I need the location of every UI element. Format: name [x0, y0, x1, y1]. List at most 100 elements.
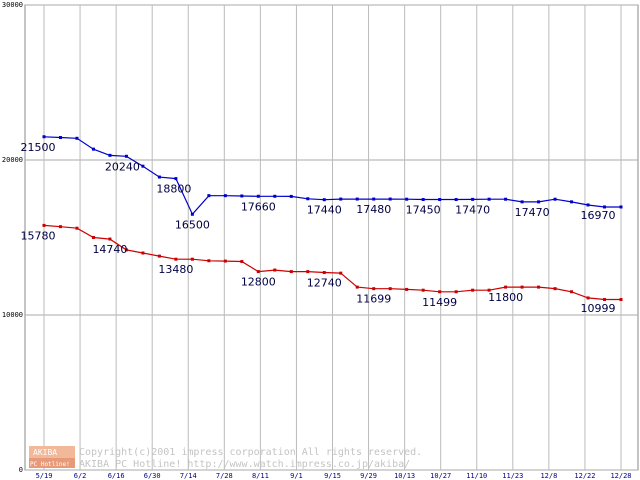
x-tick-label: 9/29 [360, 472, 377, 480]
data-point [388, 287, 392, 291]
data-label: 21500 [21, 141, 56, 154]
data-point [108, 237, 112, 241]
x-tick-label: 9/1 [290, 472, 303, 480]
data-point [75, 136, 79, 140]
data-point [322, 198, 326, 202]
data-point [306, 197, 310, 201]
data-point [190, 257, 194, 261]
data-point [124, 248, 128, 252]
data-point [91, 236, 95, 239]
copyright-line: Copyright(c)2001 impress corporation All… [79, 447, 422, 458]
y-tick-label: 10000 [2, 311, 23, 319]
data-label: 16500 [175, 218, 210, 231]
x-tick-label: 7/28 [216, 472, 233, 480]
x-tick-label: 12/22 [574, 472, 595, 480]
akiba-logo-bottom-text: PC Hotline! [30, 461, 70, 468]
data-point [619, 205, 623, 209]
data-point [405, 197, 409, 201]
data-label: 17470 [455, 203, 490, 216]
data-point [537, 285, 541, 289]
data-point [454, 198, 458, 202]
data-point [108, 153, 112, 157]
x-tick-label: 9/15 [324, 472, 341, 480]
data-point [388, 197, 392, 201]
data-point [570, 200, 574, 204]
akiba-logo-top-text: AKIBA [33, 448, 57, 457]
y-tick-label: 20000 [2, 156, 23, 164]
data-point [520, 200, 524, 204]
copyright-watermark: AKIBA PC Hotline! Copyright(c)2001 impre… [29, 446, 422, 470]
data-point [190, 212, 194, 216]
data-label: 13480 [158, 263, 193, 276]
data-point [256, 270, 260, 274]
data-point [223, 194, 227, 198]
series-line [43, 136, 621, 216]
data-point [273, 194, 277, 198]
data-point [504, 197, 508, 201]
data-point [553, 197, 557, 201]
x-tick-label: 6/30 [144, 472, 161, 480]
akiba-logo-top [29, 446, 75, 458]
data-point [157, 175, 161, 179]
data-point [438, 290, 442, 294]
data-point [487, 197, 491, 201]
data-point [372, 287, 376, 291]
data-point [58, 136, 62, 140]
data-point [471, 197, 475, 201]
data-point [355, 197, 359, 201]
data-point [306, 270, 310, 274]
series-1: 15780 14740 13480 12800 12740 11699 11499 11800… [21, 223, 623, 315]
data-point [75, 226, 79, 230]
data-label: 11699 [356, 293, 391, 306]
data-point [289, 194, 293, 198]
data-point [91, 147, 95, 151]
x-tick-label: 12/28 [610, 472, 631, 480]
data-point [454, 290, 458, 294]
x-tick-label: 10/13 [394, 472, 415, 480]
data-point [487, 288, 491, 292]
y-axis: 0 10000 20000 30000 [2, 1, 23, 474]
x-tick-label: 6/2 [74, 472, 87, 480]
data-point [372, 197, 376, 201]
data-label: 20240 [105, 160, 140, 173]
data-label: 11499 [422, 296, 457, 309]
data-point [42, 135, 46, 139]
data-label: 17470 [515, 206, 550, 219]
data-label: 15780 [21, 229, 56, 242]
data-point [603, 205, 607, 209]
data-point [586, 203, 590, 207]
data-point [355, 285, 359, 289]
data-point [174, 177, 178, 181]
data-point [256, 194, 260, 198]
data-point [471, 288, 475, 292]
data-point [273, 268, 277, 272]
data-label: 11800 [488, 291, 523, 304]
x-tick-label: 5/19 [36, 472, 53, 480]
x-tick-label: 8/11 [252, 472, 269, 480]
chart-grid [24, 4, 639, 471]
data-point [537, 200, 541, 204]
data-label: 16970 [581, 209, 616, 222]
data-point [157, 254, 161, 258]
x-tick-label: 10/27 [430, 472, 451, 480]
data-point [421, 288, 425, 292]
x-axis: 5/19 6/2 6/16 6/30 7/14 7/28 8/11 9/1 9/15 9/29 10… [36, 472, 632, 480]
x-tick-label: 12/8 [540, 472, 557, 480]
data-point [570, 290, 574, 294]
data-label: 17440 [307, 204, 342, 217]
data-point [58, 225, 62, 229]
data-point [339, 271, 343, 275]
data-label: 17450 [406, 204, 441, 217]
akiba-logo-bottom [29, 458, 75, 468]
data-point [174, 257, 178, 261]
data-point [520, 285, 524, 289]
data-label: 18800 [156, 183, 191, 196]
data-label: 17480 [356, 203, 391, 216]
data-point [603, 298, 607, 302]
data-point [207, 194, 211, 198]
data-label: 12740 [307, 277, 342, 290]
plot-frame [24, 4, 639, 471]
x-tick-label: 11/10 [466, 472, 487, 480]
series-0: 21500 20240 18800 16500 17660 17440 17480 17450… [21, 135, 623, 231]
